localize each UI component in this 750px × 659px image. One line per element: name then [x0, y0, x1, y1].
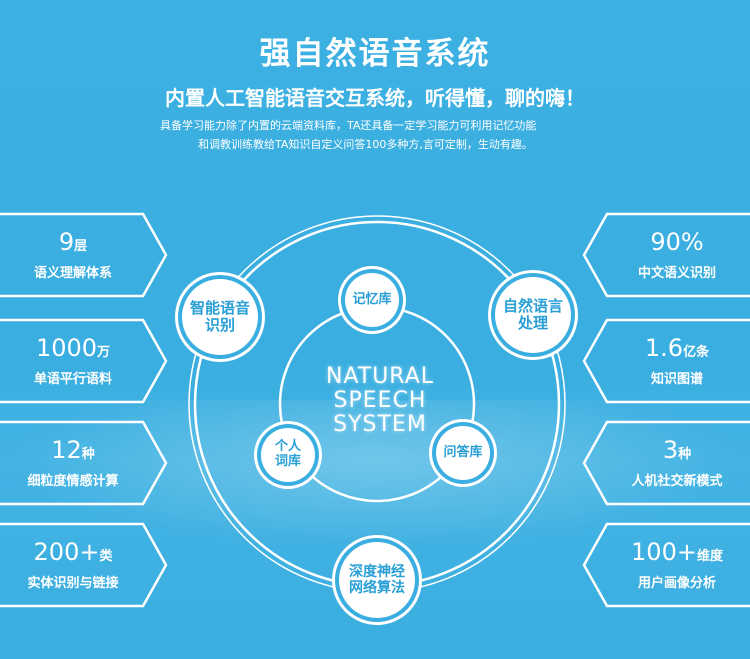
chevron-frame	[582, 212, 750, 298]
page-title: 强自然语音系统	[259, 36, 491, 72]
page-subtitle: 内置人工智能语音交互系统，听得懂，聊的嗨！	[165, 86, 585, 110]
right-stat-panel: 100+维度用户画像分析	[582, 522, 750, 608]
chevron-frame	[582, 522, 750, 608]
left-stat-panel: 9层语义理解体系	[0, 212, 168, 298]
right-stat-panel: 1.6亿条知识图谱	[582, 318, 750, 404]
stat-number: 1.6亿条	[644, 334, 710, 362]
stat-number: 12种	[51, 436, 95, 464]
node-speech-recognition: 智能语音识别	[182, 279, 258, 355]
chevron-frame	[0, 212, 168, 298]
stat-label: 语义理解体系	[33, 266, 112, 281]
stat-number: 9层	[58, 228, 88, 256]
left-stat-panel: 1000万单语平行语料	[0, 318, 168, 404]
stat-number: 100+维度	[631, 538, 723, 566]
chevron-frame	[0, 318, 168, 404]
node-memory-library: 记忆库	[345, 273, 399, 327]
node-deep-neural-network: 深度神经网络算法	[339, 542, 415, 618]
natural-speech-system-text: NATURAL SPEECH SYSTEM	[325, 364, 435, 437]
description-line-2: 和调教训练教给TA知识自定义问答100多种方,言可定制，生动有趣。	[198, 138, 533, 151]
stat-number: 90%	[650, 228, 704, 256]
chevron-frame	[0, 522, 168, 608]
right-stat-panel: 3种人机社交新模式	[582, 420, 750, 506]
chevron-frame	[0, 420, 168, 506]
right-stat-panel: 90% 中文语义识别	[582, 212, 750, 298]
left-stat-panel: 12种细粒度情感计算	[0, 420, 168, 506]
stat-label: 人机社交新模式	[631, 474, 723, 489]
stat-label: 单语平行语料	[33, 372, 112, 387]
stat-label: 知识图谱	[650, 372, 703, 387]
left-stat-panel: 200+类实体识别与链接	[0, 522, 168, 608]
stat-label: 用户画像分析	[637, 576, 716, 591]
node-personal-lexicon: 个人词库	[261, 428, 315, 482]
chevron-frame	[582, 420, 750, 506]
stat-label: 中文语义识别	[637, 266, 716, 281]
node-qa-library: 问答库	[436, 426, 490, 480]
description-line-1: 具备学习能力除了内置的云端资料库，TA还具备一定学习能力可利用记忆功能	[160, 119, 537, 132]
stat-label: 实体识别与链接	[27, 576, 119, 591]
stat-number: 1000万	[35, 334, 111, 362]
stat-number: 3种	[662, 436, 692, 464]
node-nlp: 自然语言处理	[495, 277, 571, 353]
stat-label: 细粒度情感计算	[27, 474, 119, 489]
stat-number: 200+类	[33, 538, 113, 566]
chevron-frame	[582, 318, 750, 404]
